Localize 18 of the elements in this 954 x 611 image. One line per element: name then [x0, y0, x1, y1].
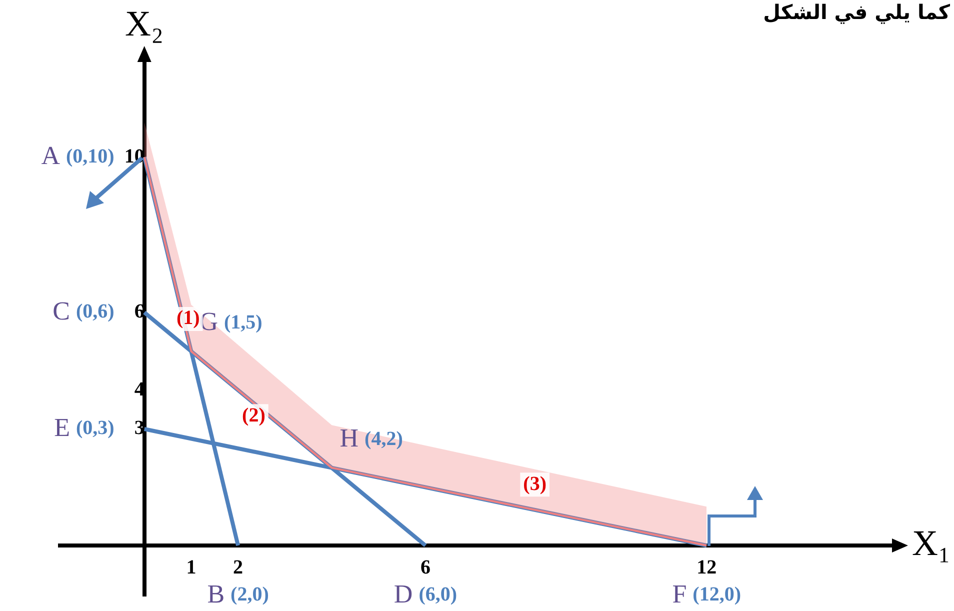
chart-title: كما يلي في الشكل — [763, 0, 950, 24]
annotation: F (12,0) — [672, 579, 741, 608]
x-tick-label: 1 — [186, 556, 196, 579]
annotation: A (0,10) — [41, 140, 114, 170]
annotation: C (0,6) — [52, 296, 114, 326]
x-tick-label: 2 — [233, 556, 244, 579]
y-axis-title: X₂ — [125, 3, 164, 44]
x-tick-label: 6 — [420, 556, 430, 579]
annotation: H (4,2) — [340, 424, 403, 453]
x-axis-title: X₁ — [912, 522, 951, 563]
annotation: B (2,0) — [207, 579, 269, 608]
annotation: (1) — [176, 307, 200, 330]
annotation: D (6,0) — [394, 579, 458, 608]
annotation: (3) — [523, 472, 546, 495]
annotation: E (0,3) — [54, 412, 114, 442]
annotation: (2) — [242, 404, 266, 426]
x-tick-label: 12 — [696, 556, 717, 579]
annotation: G (1,5) — [199, 307, 262, 336]
